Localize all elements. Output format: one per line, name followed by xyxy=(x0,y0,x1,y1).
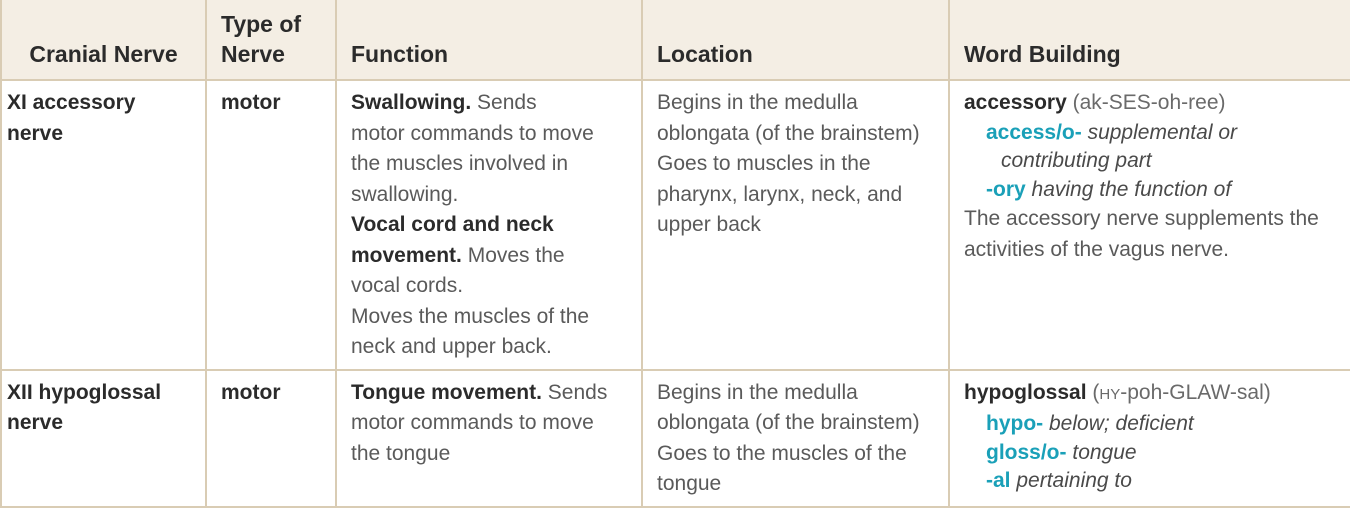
header-type-line1: Type of xyxy=(221,11,302,37)
location-text: Begins in the medulla xyxy=(657,380,858,404)
location-text: Goes to muscles in the xyxy=(657,152,871,175)
cell-location: Begins in the medulla oblongata (of the … xyxy=(641,369,950,508)
function-heading: Swallowing. xyxy=(351,91,472,114)
header-function: Function xyxy=(335,0,642,81)
nerve-name-line2: nerve xyxy=(7,411,64,434)
word-part: -ory xyxy=(986,177,1026,201)
cell-word-building: accessory (ak-SES-oh-ree) access/o- supp… xyxy=(948,80,1350,371)
word-part-meaning: below; deficient xyxy=(1049,412,1194,435)
nerve-name-line1: XI accessory xyxy=(7,91,136,114)
word-part-meaning: supplemental or xyxy=(1087,120,1237,144)
header-cranial-nerve: Cranial Nerve xyxy=(0,0,206,81)
nerve-type: motor xyxy=(221,380,281,404)
word-part-meaning: tongue xyxy=(1072,440,1137,464)
pron-rest: -poh-GLAW-sal) xyxy=(1120,380,1271,404)
pron-open: ( xyxy=(1092,380,1100,404)
cell-function: Tongue movement. Sends motor commands to… xyxy=(335,369,643,508)
cell-type: motor xyxy=(205,369,337,508)
nerve-type: motor xyxy=(221,91,281,114)
function-text: vocal cords. xyxy=(351,274,464,297)
cell-cranial-nerve: XII hypoglossal nerve xyxy=(0,369,207,508)
function-text: Moves the muscles of the xyxy=(351,304,590,328)
location-text: oblongata (of the brainstem) xyxy=(657,121,920,145)
function-text: motor commands to move xyxy=(351,121,594,145)
table-header-row: Cranial Nerve Type of Nerve Function Loc… xyxy=(0,0,1350,81)
location-text: Goes to the muscles of the xyxy=(657,441,907,465)
word-part-meaning: pertaining to xyxy=(1016,469,1132,492)
function-heading: Vocal cord and neck xyxy=(351,213,554,236)
header-word-building: Word Building xyxy=(948,0,1350,81)
function-heading: movement. xyxy=(351,243,462,267)
location-text: tongue xyxy=(657,472,722,495)
word-note: activities of the vagus nerve. xyxy=(964,237,1229,261)
header-location: Location xyxy=(641,0,949,81)
function-text: Sends xyxy=(471,91,537,114)
word-part: access/o- xyxy=(986,120,1082,144)
word-part: hypo- xyxy=(986,412,1044,435)
word-note: The accessory nerve supplements the xyxy=(964,207,1319,230)
word-term: hypoglossal xyxy=(964,380,1087,404)
header-location-label: Location xyxy=(657,41,753,67)
header-function-label: Function xyxy=(351,41,449,67)
function-text: the muscles involved in xyxy=(351,152,569,175)
cell-function: Swallowing. Sends motor commands to move… xyxy=(335,80,643,371)
word-term: accessory xyxy=(964,91,1067,114)
header-cranial-nerve-label: Cranial Nerve xyxy=(29,41,178,67)
nerve-name-line2: nerve xyxy=(7,121,64,145)
pron-smallcaps: HY xyxy=(1099,385,1121,403)
cell-location: Begins in the medulla oblongata (of the … xyxy=(641,80,950,371)
table-row: XI accessory nerve motor Swallowing. Sen… xyxy=(0,80,1350,371)
cell-type: motor xyxy=(205,80,337,371)
function-text: the tongue xyxy=(351,441,451,465)
word-pronunciation: (ak-SES-oh-ree) xyxy=(1072,91,1226,114)
location-text: upper back xyxy=(657,213,761,236)
word-part: -al xyxy=(986,469,1011,492)
function-heading: Tongue movement. xyxy=(351,380,542,404)
function-text: Moves the xyxy=(461,243,565,267)
word-part-meaning: contributing part xyxy=(1001,149,1152,172)
cell-word-building: hypoglossal (HY-poh-GLAW-sal) hypo- belo… xyxy=(948,369,1350,508)
word-pronunciation: (HY-poh-GLAW-sal) xyxy=(1092,381,1270,404)
nerve-name-line1: XII hypoglossal xyxy=(7,380,162,404)
function-text: motor commands to move xyxy=(351,411,594,434)
location-text: Begins in the medulla xyxy=(657,91,858,114)
location-text: oblongata (of the brainstem) xyxy=(657,411,920,434)
cell-cranial-nerve: XI accessory nerve xyxy=(0,80,207,371)
header-word-building-label: Word Building xyxy=(964,41,1121,67)
header-type-line2: Nerve xyxy=(221,41,285,67)
header-type-of-nerve: Type of Nerve xyxy=(205,0,336,81)
function-text: neck and upper back. xyxy=(351,335,552,358)
word-part: gloss/o- xyxy=(986,440,1067,464)
function-text: swallowing. xyxy=(351,182,459,206)
location-text: pharynx, larynx, neck, and xyxy=(657,182,903,206)
function-text: Sends xyxy=(541,380,608,404)
table-row: XII hypoglossal nerve motor Tongue movem… xyxy=(0,369,1350,508)
word-part-meaning: having the function of xyxy=(1031,177,1232,201)
